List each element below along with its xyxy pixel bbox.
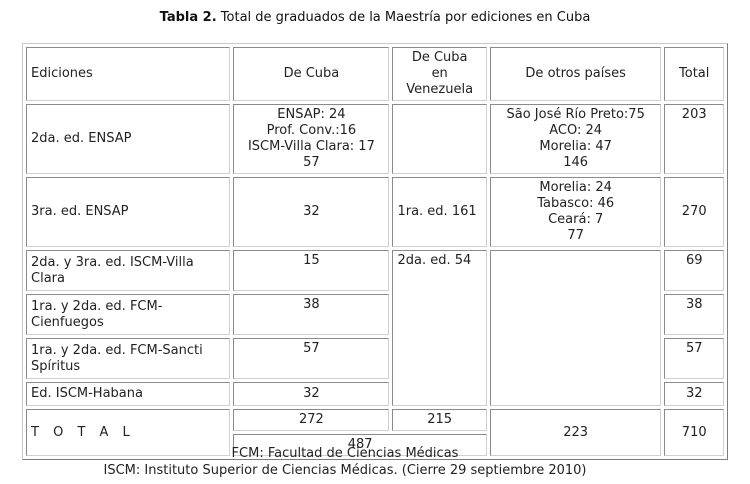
cell-de-cuba: 15 (233, 250, 390, 291)
table-row: Ed. ISCM-Habana 32 32 (26, 382, 724, 406)
cell-line: Prof. Conv.:16 (266, 123, 357, 138)
totals-venezuela: 215 (392, 409, 487, 431)
cell-de-cuba: 57 (233, 338, 390, 379)
cell-edicion: 2da. y 3ra. ed. ISCM-Villa Clara (26, 250, 231, 291)
cell-line: Morelia: 47 (539, 139, 612, 154)
cell-venezuela: 2da. ed. 54 (392, 250, 487, 406)
header-venezuela-line: De Cuba (411, 50, 468, 65)
cell-line: 57 (303, 155, 320, 170)
header-venezuela: De Cuba en Venezuela (392, 47, 487, 101)
table-row: 2da. ed. ENSAP ENSAP: 24 Prof. Conv.:16 … (26, 104, 724, 174)
table-row: 2da. y 3ra. ed. ISCM-Villa Clara 15 2da.… (26, 250, 724, 406)
totals-cuba-combined: 487 (233, 434, 487, 456)
footnote-iscm: ISCM: Instituto Superior de Ciencias Méd… (103, 463, 587, 478)
table-row: 1ra. y 2da. ed. FCM-Cienfuegos 38 38 (26, 294, 724, 335)
cell-line: 146 (563, 155, 589, 170)
totals-total: 710 (664, 409, 724, 456)
cell-edicion: 2da. ed. ENSAP (26, 104, 231, 174)
totals-combined-row: 487 (26, 434, 724, 456)
header-de-cuba: De Cuba (233, 47, 390, 101)
header-otros-paises: De otros países (489, 47, 662, 101)
cell-line: 77 (567, 228, 584, 243)
cell-total: 270 (664, 177, 724, 247)
cell-venezuela (392, 104, 487, 174)
header-venezuela-line: Venezuela (406, 82, 474, 97)
header-venezuela-line: en (431, 66, 448, 81)
cell-line: Tabasco: 46 (537, 196, 615, 211)
cell-edicion: 1ra. y 2da. ed. FCM-Sancti Spíritus (26, 338, 231, 379)
cell-total: 69 (664, 250, 724, 291)
totals-label: T O T A L (26, 409, 231, 456)
header-ediciones: Ediciones (26, 47, 231, 101)
cell-edicion: 3ra. ed. ENSAP (26, 177, 231, 247)
cell-otros-paises-empty (489, 250, 662, 406)
cell-edicion: Ed. ISCM-Habana (26, 382, 231, 406)
cell-de-cuba: 32 (233, 177, 390, 247)
cell-otros-paises: Morelia: 24 Tabasco: 46 Ceará: 7 77 (489, 177, 662, 247)
cell-line: Morelia: 24 (539, 180, 612, 195)
table-caption-label: Tabla 2. (159, 10, 217, 25)
graduates-table: Ediciones De Cuba De Cuba en Venezuela D… (22, 43, 728, 460)
cell-de-cuba: 38 (233, 294, 390, 335)
header-total: Total (664, 47, 724, 101)
cell-line: Ceará: 7 (548, 212, 604, 227)
totals-de-cuba: 272 (233, 409, 390, 431)
table-row: 3ra. ed. ENSAP 32 1ra. ed. 161 Morelia: … (26, 177, 724, 247)
cell-total: 57 (664, 338, 724, 379)
footnote-fcm: FCM: Facultad de Ciencias Médicas (231, 446, 459, 461)
cell-total: 38 (664, 294, 724, 335)
cell-line: ENSAP: 24 (277, 107, 346, 122)
cell-line: São José Río Preto:75 (506, 107, 645, 122)
header-row: Ediciones De Cuba De Cuba en Venezuela D… (26, 47, 724, 101)
cell-de-cuba: 32 (233, 382, 390, 406)
cell-line: ACO: 24 (549, 123, 603, 138)
cell-total: 32 (664, 382, 724, 406)
table-row: 1ra. y 2da. ed. FCM-Sancti Spíritus 57 5… (26, 338, 724, 379)
cell-total: 203 (664, 104, 724, 174)
table-caption: Tabla 2. Total de graduados de la Maestr… (0, 10, 750, 25)
cell-line: ISCM-Villa Clara: 17 (247, 139, 375, 154)
cell-de-cuba: ENSAP: 24 Prof. Conv.:16 ISCM-Villa Clar… (233, 104, 390, 174)
cell-venezuela: 1ra. ed. 161 (392, 177, 487, 247)
totals-row: T O T A L 272 215 223 710 (26, 409, 724, 456)
cell-otros-paises: São José Río Preto:75 ACO: 24 Morelia: 4… (489, 104, 662, 174)
table-caption-text: Total de graduados de la Maestría por ed… (216, 10, 591, 25)
totals-otros-paises: 223 (489, 409, 662, 456)
totals-label-text: T O T A L (31, 424, 135, 440)
cell-edicion: 1ra. y 2da. ed. FCM-Cienfuegos (26, 294, 231, 335)
